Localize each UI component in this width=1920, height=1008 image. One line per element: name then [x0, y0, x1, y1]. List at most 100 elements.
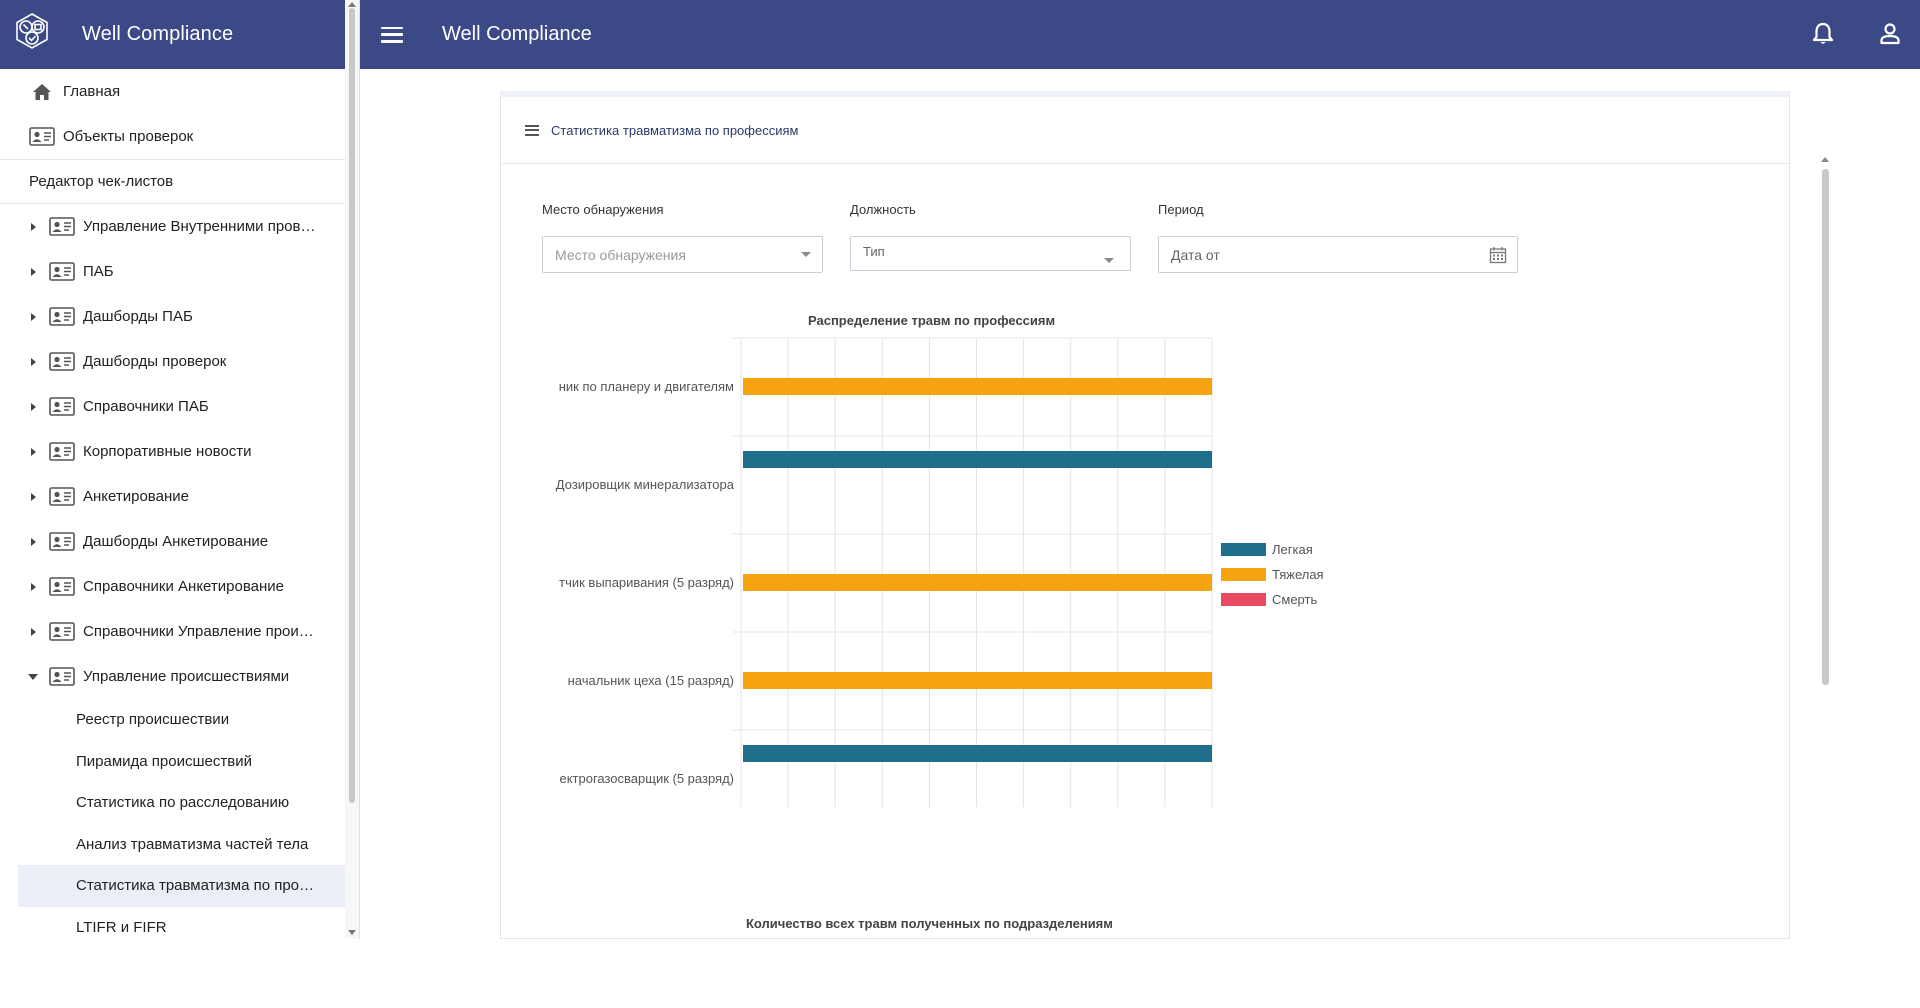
report-panel: Статистика травматизма по профессиям Мес…: [500, 91, 1790, 939]
id-card-icon: [49, 442, 75, 461]
legend-label: Смерть: [1272, 592, 1317, 607]
sidebar-group-item[interactable]: Управление Внутренними пров…: [0, 204, 346, 249]
period-date-placeholder: Дата от: [1171, 246, 1220, 263]
sidebar-item-label: Анкетирование: [83, 488, 189, 505]
position-filter-label: Должность: [850, 202, 916, 217]
home-icon: [29, 82, 55, 102]
sidebar-scrollbar[interactable]: [345, 0, 359, 939]
sidebar-subitem[interactable]: Анализ травматизма частей тела: [76, 835, 309, 853]
caret-right-icon[interactable]: [27, 626, 39, 638]
id-card-icon: [49, 577, 75, 596]
chevron-down-icon: [801, 252, 811, 257]
sidebar-item-label: Дашборды Анкетирование: [83, 533, 269, 550]
app-name: Well Compliance: [82, 23, 234, 45]
sidebar-group-item[interactable]: Анкетирование: [0, 474, 346, 519]
location-filter-label: Место обнаружения: [542, 202, 664, 217]
sidebar-subitem[interactable]: Реестр происшествии: [76, 711, 230, 729]
sidebar-item-label: Справочники ПАБ: [83, 398, 209, 415]
period-filter-label: Период: [1158, 202, 1204, 217]
sidebar-group-item[interactable]: Справочники Управление прои…: [0, 609, 346, 654]
second-chart-title: Количество всех травм полученных по подр…: [746, 916, 1113, 931]
sidebar-group-item[interactable]: Справочники Анкетирование: [0, 564, 346, 609]
bar: [743, 451, 1212, 468]
injuries-by-profession-chart: 00,10,20,30,40,50,60,70,80,91,0ник по пл…: [556, 337, 1324, 807]
sidebar-subitem[interactable]: Пирамида происшествий: [76, 752, 252, 770]
panel-title: Статистика травматизма по профессиям: [551, 122, 799, 138]
category-label: ник по планеру и двигателям: [559, 379, 734, 394]
id-card-icon: [49, 352, 75, 371]
position-select[interactable]: Тип: [850, 236, 1131, 271]
category-label: тчик выпаривания (5 разряд): [559, 575, 734, 590]
sidebar-group-item[interactable]: Корпоративные новости: [0, 429, 346, 474]
hamburger-icon[interactable]: [381, 26, 403, 43]
caret-right-icon[interactable]: [27, 356, 39, 368]
sidebar-group-item[interactable]: Управление происшествиями: [0, 654, 346, 699]
chart-title: Распределение травм по профессиям: [808, 313, 1056, 328]
period-date-input[interactable]: Дата от: [1158, 236, 1518, 273]
position-select-value: Тип: [863, 244, 885, 259]
sidebar-item-home[interactable]: Главная: [0, 69, 346, 114]
main-scroll-thumb[interactable]: [1822, 169, 1829, 685]
sidebar-item-label: Редактор чек-листов: [29, 173, 174, 190]
main-scrollbar[interactable]: [1818, 155, 1832, 1008]
sidebar-group-item[interactable]: Справочники ПАБ: [0, 384, 346, 429]
scroll-down-icon[interactable]: [348, 930, 356, 935]
bar: [743, 574, 1212, 591]
sidebar-item-label: Управление Внутренними пров…: [83, 218, 316, 235]
sidebar-group-list: Управление Внутренними пров… ПАБ Дашборды …: [0, 204, 346, 699]
sidebar-group-item[interactable]: Дашборды ПАБ: [0, 294, 346, 339]
sidebar-subitem[interactable]: Статистика по расследованию: [76, 794, 290, 812]
category-label: Дозировщик минерализатора: [556, 477, 735, 492]
sidebar: Well Compliance Главная Объекты проверок…: [0, 0, 360, 939]
legend-swatch: [1221, 568, 1266, 581]
bar: [743, 378, 1212, 395]
calendar-icon[interactable]: [1489, 246, 1507, 264]
caret-right-icon[interactable]: [27, 446, 39, 458]
caret-right-icon[interactable]: [27, 581, 39, 593]
id-card-icon: [49, 487, 75, 506]
id-card-icon: [29, 127, 55, 147]
legend-label: Тяжелая: [1272, 567, 1324, 582]
sidebar-subitem[interactable]: Статистика травматизма по про…: [18, 865, 346, 907]
sidebar-group-item[interactable]: ПАБ: [0, 249, 346, 294]
legend-swatch: [1221, 593, 1266, 606]
chevron-down-icon: [1104, 258, 1114, 263]
sidebar-group-item[interactable]: Дашборды Анкетирование: [0, 519, 346, 564]
sidebar-item-label: Справочники Управление прои…: [83, 623, 314, 640]
sidebar-group-item[interactable]: Дашборды проверок: [0, 339, 346, 384]
panel-header: Статистика травматизма по профессиям: [501, 97, 1789, 164]
category-label: начальник цеха (15 разряд): [568, 673, 734, 688]
caret-right-icon[interactable]: [27, 401, 39, 413]
caret-right-icon[interactable]: [27, 536, 39, 548]
id-card-icon: [49, 217, 75, 236]
bell-icon[interactable]: [1811, 21, 1835, 47]
caret-right-icon[interactable]: [27, 491, 39, 503]
user-icon[interactable]: [1878, 21, 1902, 47]
app-logo-icon: [16, 12, 48, 49]
sidebar-item-checklist-editor[interactable]: Редактор чек-листов: [0, 159, 346, 204]
scroll-up-icon[interactable]: [348, 2, 356, 7]
sidebar-item-label: Управление происшествиями: [83, 668, 290, 685]
sidebar-item-objects[interactable]: Объекты проверок: [0, 114, 346, 159]
page-title: Well Compliance: [442, 23, 592, 45]
id-card-icon: [49, 307, 75, 326]
caret-down-icon[interactable]: [27, 671, 39, 683]
caret-right-icon[interactable]: [27, 311, 39, 323]
sidebar-scroll-thumb[interactable]: [349, 8, 355, 803]
location-select[interactable]: Место обнаружения: [542, 236, 823, 273]
sidebar-item-label: Объекты проверок: [63, 128, 194, 145]
sidebar-item-label: ПАБ: [83, 263, 114, 280]
caret-right-icon[interactable]: [27, 266, 39, 278]
main-content: Статистика травматизма по профессиям Мес…: [360, 69, 1920, 939]
sidebar-item-label: Главная: [63, 83, 121, 100]
location-select-placeholder: Место обнаружения: [555, 246, 686, 263]
sidebar-item-label: Дашборды проверок: [83, 353, 227, 370]
scroll-up-icon[interactable]: [1821, 157, 1829, 162]
list-icon: [525, 124, 539, 136]
caret-right-icon[interactable]: [27, 221, 39, 233]
sidebar-subitem[interactable]: LTIFR и FIFR: [76, 918, 167, 936]
legend-swatch: [1221, 543, 1266, 556]
legend-label: Легкая: [1272, 542, 1313, 557]
sidebar-item-label: Справочники Анкетирование: [83, 578, 284, 595]
id-card-icon: [49, 532, 75, 551]
